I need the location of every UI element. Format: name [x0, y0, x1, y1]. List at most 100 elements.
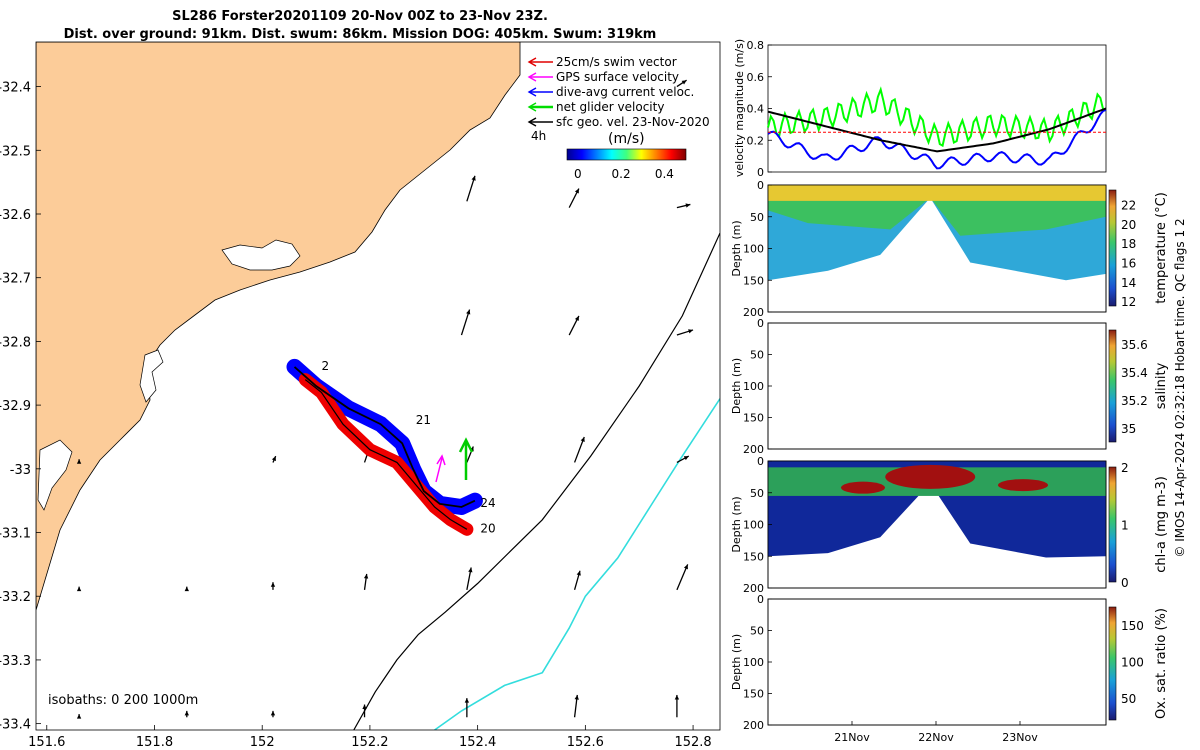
map-y-tick-label: -32.4	[0, 81, 31, 96]
colorbar-tick-label: 18	[1121, 237, 1136, 251]
colorbar-label: Ox. sat. ratio (%)	[1154, 608, 1169, 719]
velocity-ylabel: velocity magnitude (m/s)	[733, 39, 746, 177]
colorbar-tick-label: 35	[1121, 422, 1136, 436]
geo-arrow	[362, 704, 367, 718]
velocity-series-line	[767, 107, 1107, 153]
colorbar-tick-label: 35.2	[1121, 394, 1148, 408]
map-colorbar-ticks: 0 0.2 0.4	[574, 167, 674, 181]
colorbar-tick-label: 14	[1121, 276, 1136, 290]
map-y-tick-label: -33.4	[0, 718, 31, 733]
depth-section-temperature: 0 50 100 150 200 Depth (m) 12 14 16 18 20 22 tempera…	[730, 179, 1169, 319]
map-frame	[35, 41, 721, 731]
depth-tick-label: 50	[750, 625, 764, 638]
velocity-y-tick-label: 0.4	[747, 103, 765, 116]
temperature-surface-layer	[768, 185, 1106, 201]
map-x-tick-label: 151.8	[136, 735, 173, 750]
depth-tick-label: 0	[757, 179, 764, 192]
day-label: 20	[480, 522, 495, 536]
depth-tick-label: 100	[743, 519, 764, 532]
lake-north	[221, 239, 301, 271]
velocity-series	[767, 86, 1107, 170]
colorbar-tick-label: 50	[1121, 692, 1136, 706]
day-label: 21	[416, 413, 431, 427]
depth-tick-label: 150	[743, 550, 764, 563]
colorbar-label: temperature (°C)	[1154, 192, 1169, 304]
depth-section-ox: 0 50 100 150 200 Depth (m) 50 100 150 Ox. sat. ra…	[730, 593, 1169, 732]
colorbar-tick-label: 35.4	[1121, 366, 1148, 380]
depth-tick-label: 200	[743, 719, 764, 732]
map-x-tick-label: 152.6	[567, 735, 604, 750]
legend-label: GPS surface velocity	[556, 70, 679, 84]
time-tick-label: 22Nov	[918, 731, 954, 744]
footer-credit: © IMOS 14-Apr-2024 02:32:18 Hobart time.…	[1173, 218, 1187, 557]
colorbar-tick-label: 35.6	[1121, 338, 1148, 352]
legend-item: net glider velocity	[527, 100, 664, 114]
geo-arrow	[573, 436, 585, 463]
map-x-tick-label: 152.2	[351, 735, 388, 750]
figure-title-line-2: Dist. over ground: 91km. Dist. swum: 86k…	[63, 27, 657, 42]
colorbar-label: salinity	[1154, 362, 1169, 409]
day-labels: 2 21 24 20	[321, 359, 495, 535]
geo-arrow	[676, 455, 690, 464]
map-y-tick-label: -32.9	[0, 399, 31, 414]
colorbar-tick-label: 20	[1121, 218, 1136, 232]
depth-tick-label: 100	[743, 243, 764, 256]
map-y-tick-label: -33.1	[0, 527, 31, 542]
section-colorbar	[1108, 466, 1117, 583]
map-colorbar-tick-label: 0.2	[612, 167, 631, 181]
map-colorbar-tick-label: 0.4	[655, 167, 674, 181]
velocity-y-ticks: 0 0.2 0.4 0.6 0.8	[747, 39, 772, 179]
geo-arrow	[270, 710, 276, 718]
depth-tick-label: 0	[757, 593, 764, 606]
colorbar-tick-label: 22	[1121, 199, 1136, 213]
geo-arrow	[363, 573, 369, 590]
legend-item: sfc geo. vel. 23-Nov-2020	[527, 115, 710, 129]
legend-label: sfc geo. vel. 23-Nov-2020	[556, 115, 710, 129]
geo-arrow	[270, 582, 276, 590]
section-axes	[767, 322, 1107, 450]
colorbar-tick-label: 0	[1121, 576, 1129, 590]
legend-4h-label: 4h	[531, 129, 546, 143]
geo-arrow	[466, 567, 473, 590]
legend-item: dive-avg current veloc.	[527, 85, 694, 99]
isobath-200m	[353, 232, 720, 730]
map-x-tick-label: 151.6	[28, 735, 65, 750]
geo-arrow	[76, 714, 82, 719]
colorbar-tick-label: 100	[1121, 656, 1144, 670]
depth-tick-label: 50	[750, 349, 764, 362]
land-coastline	[36, 42, 521, 611]
depth-tick-label: 150	[743, 274, 764, 287]
section-colorbar	[1108, 606, 1117, 721]
map-y-tick-label: -33.3	[0, 654, 31, 669]
lake-south	[139, 349, 164, 403]
geo-arrow	[184, 710, 189, 718]
isobaths-label: isobaths: 0 200 1000m	[48, 693, 198, 708]
map-y-tick-label: -32.7	[0, 272, 31, 287]
section-colorbar	[1108, 329, 1117, 443]
legend-item: GPS surface velocity	[527, 70, 679, 84]
day-label: 24	[480, 496, 495, 510]
gps-surface-velocity-arrowhead	[436, 454, 446, 466]
map-colorbar	[566, 148, 687, 161]
geo-arrow	[676, 329, 694, 336]
depth-tick-label: 200	[743, 443, 764, 456]
geo-arrow	[76, 586, 82, 592]
velocity-y-tick-label: 0.6	[747, 71, 765, 84]
legend-item: 25cm/s swim vector	[527, 55, 677, 69]
map-colorbar-tick-label: 0	[574, 167, 582, 181]
geo-arrow	[676, 79, 687, 88]
geo-arrow	[573, 570, 581, 591]
colorbar-tick-label: 150	[1121, 619, 1144, 633]
depth-ylabel: Depth (m)	[730, 358, 743, 414]
map-x-tick-label: 152.4	[459, 735, 496, 750]
geo-arrow	[76, 459, 82, 464]
velocity-series-line	[767, 108, 1107, 170]
depth-tick-label: 100	[743, 656, 764, 669]
figure-title-line-1: SL286 Forster20201109 20-Nov 00Z to 23-N…	[172, 9, 548, 24]
depth-tick-label: 150	[743, 688, 764, 701]
depth-ylabel: Depth (m)	[730, 220, 743, 276]
time-tick-label: 21Nov	[834, 731, 870, 744]
